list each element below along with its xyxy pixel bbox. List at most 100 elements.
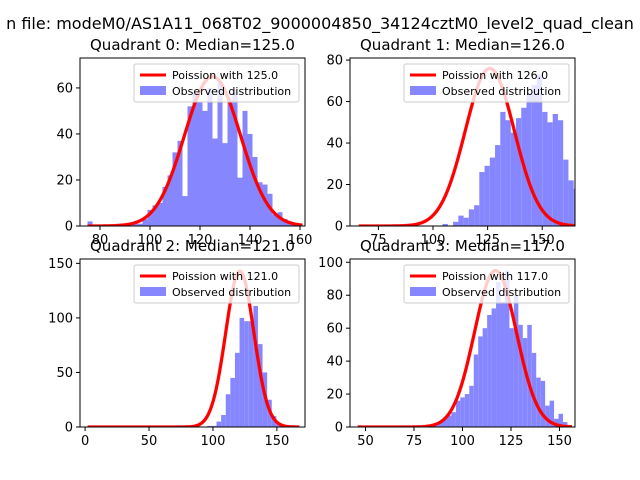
- legend-hist-swatch: [410, 86, 436, 95]
- histogram-bar: [522, 338, 528, 427]
- histogram-bar: [455, 400, 461, 427]
- histogram-bar: [221, 415, 226, 427]
- legend: Poission with 125.0 Observed distribution: [133, 63, 300, 103]
- histogram-bar: [207, 87, 213, 226]
- histogram-bar: [536, 377, 541, 427]
- legend: Poission with 121.0 Observed distribution: [133, 264, 300, 304]
- histogram-bar: [248, 321, 254, 427]
- histogram: [87, 83, 298, 226]
- y-tick-label: 80: [326, 54, 343, 69]
- histogram-bar: [142, 219, 148, 226]
- histogram-bar: [496, 282, 501, 427]
- legend-hist-swatch: [140, 287, 166, 296]
- histogram-bar: [558, 413, 563, 427]
- legend-hist-label: Observed distribution: [442, 85, 561, 98]
- histogram-bar: [446, 415, 452, 427]
- legend-curve-label: Poission with 121.0: [172, 270, 278, 283]
- histogram-bar: [252, 156, 258, 226]
- histogram-bar: [468, 209, 475, 226]
- histogram: [357, 270, 572, 427]
- x-tick-label: 100: [201, 434, 226, 449]
- x-tick-label: 100: [421, 233, 446, 248]
- subplot-title: Quadrant 0: Median=125.0: [90, 36, 295, 54]
- subplot-title: Quadrant 3: Median=117.0: [360, 237, 565, 255]
- histogram-bar: [573, 188, 575, 226]
- histogram-bar: [482, 328, 488, 427]
- histogram-bar: [207, 425, 212, 427]
- histogram-bar: [495, 145, 501, 226]
- histogram-bar: [557, 120, 564, 226]
- histogram-bar: [225, 394, 231, 427]
- legend-curve-label: Poission with 126.0: [442, 69, 548, 82]
- histogram-bar: [531, 352, 537, 427]
- histogram-bar: [479, 172, 485, 226]
- histogram-bar: [162, 186, 168, 226]
- histogram-bar: [137, 223, 143, 226]
- subplot-1: 75 100 125 150 0 20 40 60 80 Quadrant 1: Median=1…: [326, 36, 576, 248]
- histogram-bar: [230, 377, 235, 427]
- histogram-bar: [177, 140, 183, 226]
- y-tick-label: 150: [48, 257, 73, 272]
- histogram-bar: [147, 209, 153, 226]
- figure-suptitle: n file: modeM0/AS1A11_068T02_9000004850_…: [6, 14, 634, 34]
- histogram-bar: [211, 425, 217, 427]
- histogram-bar: [253, 305, 258, 427]
- histogram-bar: [202, 110, 208, 226]
- histogram-bar: [187, 106, 193, 226]
- histogram-bar: [244, 321, 249, 427]
- x-tick-label: 140: [238, 233, 263, 248]
- histogram-bar: [545, 405, 550, 427]
- histogram-bar: [227, 99, 233, 226]
- poisson-curve-line: [87, 269, 300, 427]
- histogram-bar: [504, 270, 510, 427]
- histogram-bar: [132, 223, 138, 226]
- curve-group: [357, 268, 573, 427]
- histogram-bar: [87, 221, 93, 226]
- histogram-bar: [458, 215, 464, 226]
- histogram-bar: [172, 152, 178, 226]
- x-tick-label: 0: [81, 434, 89, 449]
- axes-frame: [79, 57, 306, 227]
- x-tick-label: 80: [92, 233, 109, 248]
- histogram-bar: [464, 394, 470, 427]
- y-tick-label: 20: [326, 388, 343, 403]
- subplot-title: Quadrant 1: Median=126.0: [360, 36, 565, 54]
- histogram-bar: [217, 83, 223, 226]
- y-tick-label: 20: [326, 178, 343, 193]
- histogram-bar: [257, 344, 263, 427]
- y-tick-label: 60: [326, 322, 343, 337]
- legend: Poission with 117.0 Observed distribution: [403, 264, 570, 304]
- y-tick-label: 0: [335, 220, 343, 235]
- legend: Poission with 126.0 Observed distribution: [403, 63, 570, 103]
- histogram-bar: [505, 120, 511, 226]
- x-tick-label: 75: [406, 434, 423, 449]
- histogram-bar: [540, 380, 546, 427]
- y-tick-label: 100: [318, 256, 343, 271]
- axes-frame: [349, 57, 576, 227]
- histogram-bar: [516, 118, 522, 226]
- legend-hist-swatch: [410, 287, 436, 296]
- legend-box: [133, 63, 300, 103]
- y-tick-label: 0: [65, 220, 73, 235]
- y-tick-label: 80: [326, 289, 343, 304]
- y-tick-label: 40: [326, 355, 343, 370]
- histogram-bar: [542, 111, 548, 226]
- histogram-bar: [547, 122, 553, 226]
- x-tick-label: 50: [357, 434, 374, 449]
- poisson-curve-line: [87, 74, 303, 226]
- histogram-bar: [222, 143, 228, 226]
- legend-box: [403, 264, 570, 304]
- y-tick-label: 0: [335, 421, 343, 436]
- y-tick-label: 20: [56, 173, 73, 188]
- histogram-bar: [463, 217, 469, 226]
- histogram-bar: [182, 196, 188, 226]
- histogram-bar: [536, 74, 543, 226]
- histogram-bar: [513, 295, 519, 427]
- x-tick-label: 150: [547, 434, 572, 449]
- subplot-grid: 80 100 120 140 160 0 20 40 60 Quadrant 0: Median=…: [48, 36, 576, 449]
- legend-hist-swatch: [140, 86, 166, 95]
- legend-curve-label: Poission with 117.0: [442, 270, 548, 283]
- histogram-bar: [473, 354, 479, 427]
- histogram: [442, 74, 575, 226]
